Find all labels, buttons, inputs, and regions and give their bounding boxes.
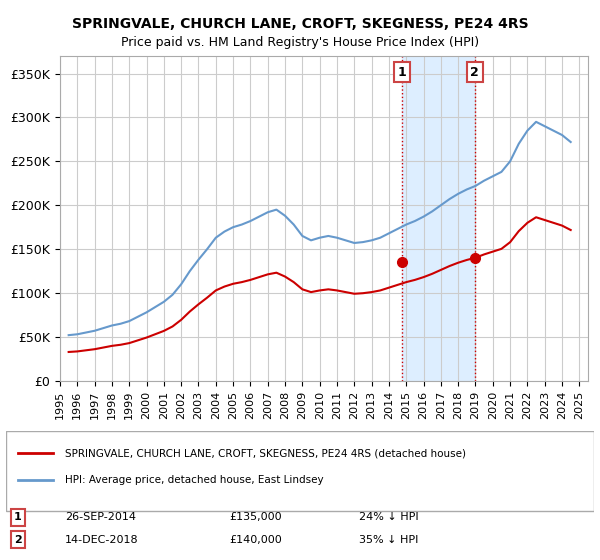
Text: SPRINGVALE, CHURCH LANE, CROFT, SKEGNESS, PE24 4RS: SPRINGVALE, CHURCH LANE, CROFT, SKEGNESS… bbox=[71, 17, 529, 31]
Text: 1: 1 bbox=[14, 512, 22, 522]
Text: £140,000: £140,000 bbox=[229, 535, 282, 545]
Text: Price paid vs. HM Land Registry's House Price Index (HPI): Price paid vs. HM Land Registry's House … bbox=[121, 36, 479, 49]
Text: 26-SEP-2014: 26-SEP-2014 bbox=[65, 512, 136, 522]
Text: 2: 2 bbox=[470, 66, 479, 79]
Text: 24% ↓ HPI: 24% ↓ HPI bbox=[359, 512, 418, 522]
Text: 14-DEC-2018: 14-DEC-2018 bbox=[65, 535, 139, 545]
Bar bbox=[402, 56, 475, 381]
Text: £135,000: £135,000 bbox=[229, 512, 282, 522]
Text: SPRINGVALE, CHURCH LANE, CROFT, SKEGNESS, PE24 4RS (detached house): SPRINGVALE, CHURCH LANE, CROFT, SKEGNESS… bbox=[65, 449, 466, 459]
Bar bbox=[6, 431, 594, 511]
Text: 35% ↓ HPI: 35% ↓ HPI bbox=[359, 535, 418, 545]
Text: 2: 2 bbox=[14, 535, 22, 545]
Text: 1: 1 bbox=[397, 66, 406, 79]
Text: HPI: Average price, detached house, East Lindsey: HPI: Average price, detached house, East… bbox=[65, 475, 323, 486]
